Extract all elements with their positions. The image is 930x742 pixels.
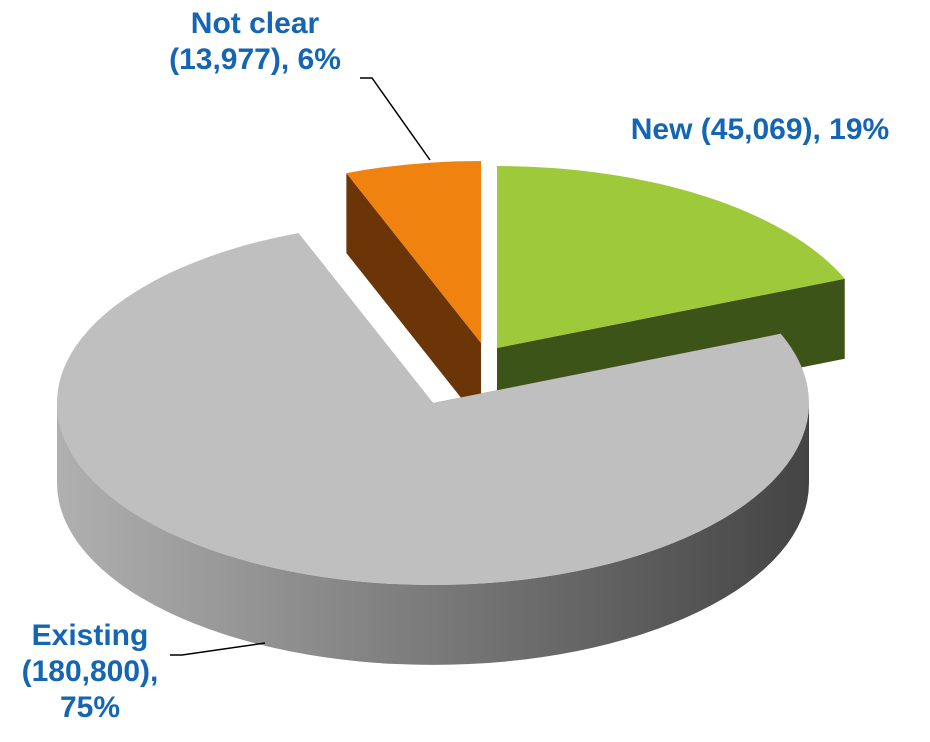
pie-slice xyxy=(346,161,481,423)
data-label: Existing (180,800), 75% xyxy=(21,619,159,724)
slice-top xyxy=(346,161,481,343)
slice-top xyxy=(497,166,845,348)
leader-line xyxy=(360,77,431,161)
data-label: New (45,069), 19% xyxy=(630,113,890,146)
pie-slice xyxy=(57,233,810,665)
slice-wall xyxy=(346,173,481,423)
leader-line xyxy=(170,642,266,656)
slice-side xyxy=(57,403,809,665)
data-label: Not clear (13,977), 6% xyxy=(169,7,341,76)
slice-top xyxy=(57,233,810,585)
